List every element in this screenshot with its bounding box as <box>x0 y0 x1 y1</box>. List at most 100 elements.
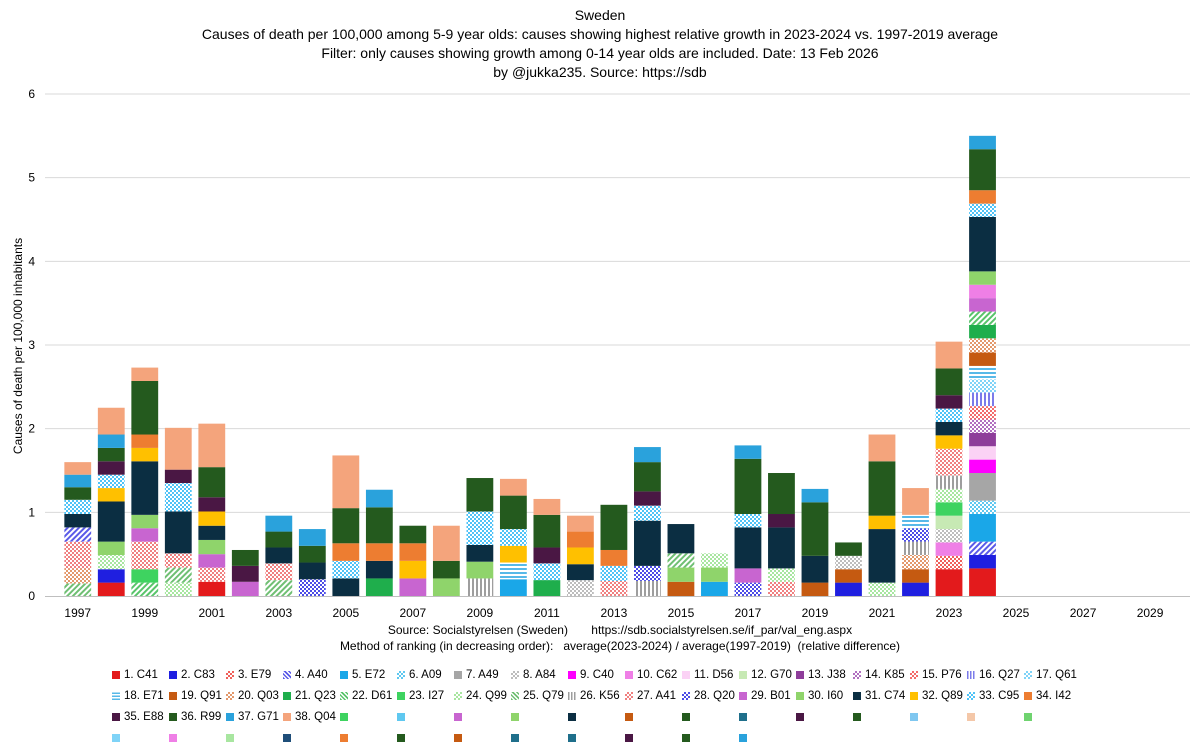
bar-segment-D61 <box>969 311 996 325</box>
bar-segment-I27 <box>131 569 159 583</box>
legend-swatch <box>454 691 462 700</box>
bar-segment-Q04 <box>131 367 159 381</box>
bar-segment-Q99 <box>868 582 896 596</box>
legend-swatch <box>853 712 861 721</box>
legend-swatch <box>397 691 405 700</box>
bar-segment-P76 <box>969 406 996 420</box>
y-tick-label: 4 <box>28 254 35 268</box>
legend-item: 30. I60 <box>796 690 853 702</box>
legend-item: 14. K85 <box>853 669 910 681</box>
legend-swatch <box>967 712 975 721</box>
legend-swatch <box>568 712 576 721</box>
bar-segment-R99 <box>231 549 259 566</box>
bar-segment-A40 <box>969 541 996 556</box>
bar-segment-Q79 <box>64 583 92 596</box>
bar-segment-C74 <box>969 216 996 272</box>
legend-item: 22. D61 <box>340 690 397 702</box>
bar-segment-Q91 <box>667 581 695 596</box>
bar-segment-A09 <box>969 500 996 515</box>
y-tick-label: 1 <box>28 505 35 519</box>
legend-swatch <box>169 712 177 721</box>
legend-label: 7. A49 <box>466 668 499 681</box>
bar-segment-I42 <box>365 543 393 561</box>
legend-label: 8. A84 <box>523 668 556 681</box>
legend-swatch <box>910 670 918 679</box>
bar-segment-R99 <box>131 380 159 435</box>
legend-item-unlabeled <box>625 712 682 721</box>
bar-segment-Q04 <box>198 423 226 468</box>
bar-segment-C74 <box>131 461 159 515</box>
bar-segment-R99 <box>499 495 527 530</box>
bar-segment-Q89 <box>868 515 896 530</box>
bar-segment-K56 <box>466 578 494 596</box>
bar-segment-R99 <box>198 467 226 498</box>
legend-item: 9. C40 <box>568 669 625 681</box>
legend-label: 4. A40 <box>295 668 328 681</box>
legend-swatch <box>226 670 234 679</box>
legend-label: 27. A41 <box>637 689 677 702</box>
bar-segment-G71 <box>634 447 661 463</box>
bar-segment-Q04 <box>533 498 561 515</box>
bar-segment-R99 <box>332 508 360 544</box>
bar-segment-I42 <box>131 434 159 448</box>
bar-segment-C41 <box>97 582 125 596</box>
x-tick-label: 2021 <box>869 606 896 620</box>
bar-segment-B01 <box>734 568 762 583</box>
legend-item-unlabeled <box>454 733 511 742</box>
legend-item-unlabeled <box>739 733 796 742</box>
legend-item-unlabeled <box>340 733 397 742</box>
legend-label: 14. K85 <box>865 668 905 681</box>
bar-segment-K85 <box>969 419 996 433</box>
legend-item: 7. A49 <box>454 669 511 681</box>
legend-swatch <box>397 670 405 679</box>
bar-segment-I60 <box>701 567 728 582</box>
legend-swatch <box>169 733 177 742</box>
bar-segment-Q89 <box>499 545 527 563</box>
bar-segment-A41 <box>131 541 159 570</box>
legend-swatch <box>1024 712 1032 721</box>
legend-item-unlabeled <box>625 733 682 742</box>
bar-segment-C74 <box>734 527 762 569</box>
bar-segment-I42 <box>969 190 996 204</box>
bar-segment-R99 <box>64 487 92 500</box>
bar-segment-Q27 <box>969 392 996 407</box>
bar-segment-Q99 <box>935 488 963 503</box>
bar-segment-C74 <box>332 578 360 596</box>
bar-segment-A41 <box>600 580 628 596</box>
bar-segment-R99 <box>768 473 795 515</box>
legend-label: 11. D56 <box>694 668 734 681</box>
legend-swatch <box>283 670 291 679</box>
legend-swatch <box>112 691 120 700</box>
bar-segment-Q89 <box>566 547 594 565</box>
legend-swatch <box>739 691 747 700</box>
legend-item: 29. B01 <box>739 690 796 702</box>
bar-segment-E88 <box>164 469 192 484</box>
bar-stack-2012 <box>566 515 594 596</box>
bar-segment-Q20 <box>298 579 326 596</box>
x-tick-label: 2011 <box>534 606 560 620</box>
legend-label: 30. I60 <box>808 689 844 702</box>
bar-segment-R99 <box>835 542 862 556</box>
bar-segment-A84 <box>935 529 963 543</box>
bar-segment-Q04 <box>902 488 929 515</box>
legend-swatch <box>226 691 234 700</box>
legend-label: 20. Q03 <box>238 689 279 702</box>
bar-segment-C95 <box>466 511 494 545</box>
bar-segment-E71 <box>969 365 996 380</box>
bar-stack-2019 <box>801 488 829 596</box>
bar-segment-A84 <box>835 555 862 570</box>
bar-segment-C74 <box>667 524 695 554</box>
bar-segment-I60 <box>667 567 695 582</box>
y-tick-label: 3 <box>28 338 35 352</box>
legend-label: 22. D61 <box>352 689 393 702</box>
legend-swatch <box>853 670 861 679</box>
bar-segment-A41 <box>935 448 963 476</box>
bar-segment-R99 <box>533 514 561 548</box>
bar-stack-2023 <box>935 341 963 596</box>
bar-segment-C74 <box>298 562 326 580</box>
bar-segment-C95 <box>533 563 561 581</box>
bar-segment-A84 <box>566 580 594 596</box>
bar-stack-2018 <box>768 473 795 596</box>
bar-segment-C95 <box>935 408 963 422</box>
legend-swatch <box>283 691 291 700</box>
